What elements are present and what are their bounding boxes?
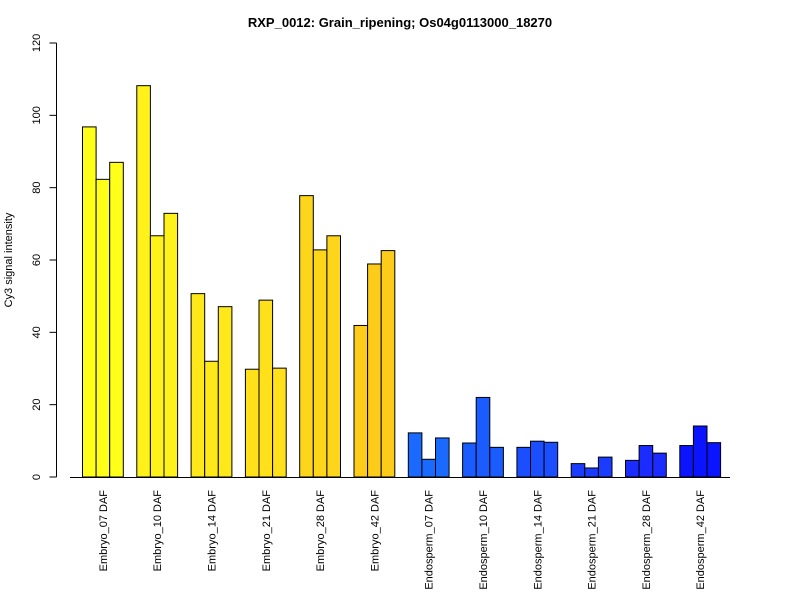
y-axis-label: Cy3 signal intensity xyxy=(3,212,15,307)
bar xyxy=(326,235,341,478)
bar xyxy=(543,441,559,478)
bar xyxy=(625,459,640,478)
bar xyxy=(109,161,124,478)
bar xyxy=(679,445,694,478)
category-label: Embryo_10 DAF xyxy=(152,490,164,572)
category-label: Endosperm_14 DAF xyxy=(532,490,544,590)
category-label: Endosperm_21 DAF xyxy=(587,490,599,590)
bars xyxy=(82,85,722,478)
category-label: Embryo_42 DAF xyxy=(369,490,381,572)
bar xyxy=(190,293,206,478)
bar xyxy=(570,463,586,478)
bar xyxy=(407,432,423,478)
y-tick-label: 60 xyxy=(31,254,43,266)
bar xyxy=(204,360,219,478)
bar xyxy=(258,299,274,478)
bar xyxy=(380,250,396,478)
bar xyxy=(95,178,111,478)
bar xyxy=(516,446,532,478)
category-label: Endosperm_28 DAF xyxy=(641,490,653,590)
bar xyxy=(163,212,179,478)
bar xyxy=(244,368,260,478)
bar xyxy=(489,446,504,478)
bar xyxy=(692,425,708,478)
bar xyxy=(421,458,436,478)
bar xyxy=(462,442,477,478)
bar xyxy=(272,367,287,478)
bar xyxy=(367,263,382,478)
y-tick-label: 0 xyxy=(31,474,43,480)
category-label: Embryo_14 DAF xyxy=(207,490,219,572)
bar xyxy=(353,324,369,478)
y-tick-label: 40 xyxy=(31,326,43,338)
category-label: Embryo_21 DAF xyxy=(261,490,273,572)
category-label: Endosperm_07 DAF xyxy=(424,490,436,590)
category-label: Embryo_07 DAF xyxy=(98,490,110,572)
y-tick-label: 80 xyxy=(31,182,43,194)
category-label: Embryo_28 DAF xyxy=(315,490,327,572)
category-label: Endosperm_42 DAF xyxy=(695,490,707,590)
bar xyxy=(530,440,545,478)
y-tick-label: 20 xyxy=(31,399,43,411)
bar xyxy=(652,452,667,478)
y-axis: 0 20 40 60 80 100 120 xyxy=(31,34,57,480)
bar xyxy=(584,467,599,478)
bar xyxy=(435,437,450,478)
bar xyxy=(706,442,722,478)
y-tick-label: 100 xyxy=(31,106,43,124)
bar xyxy=(82,126,97,478)
bar xyxy=(136,85,151,478)
bar xyxy=(638,445,654,478)
chart-title: RXP_0012: Grain_ripening; Os04g0113000_1… xyxy=(248,15,552,30)
bar xyxy=(312,249,328,478)
bar xyxy=(149,235,165,478)
category-labels: Embryo_07 DAF Embryo_10 DAF Embryo_14 DAF E… xyxy=(98,490,707,590)
bar xyxy=(597,456,613,478)
y-tick-label: 120 xyxy=(31,34,43,52)
bar xyxy=(217,306,233,478)
bar xyxy=(299,195,314,478)
category-label: Endosperm_10 DAF xyxy=(478,490,490,590)
bar xyxy=(475,396,491,478)
